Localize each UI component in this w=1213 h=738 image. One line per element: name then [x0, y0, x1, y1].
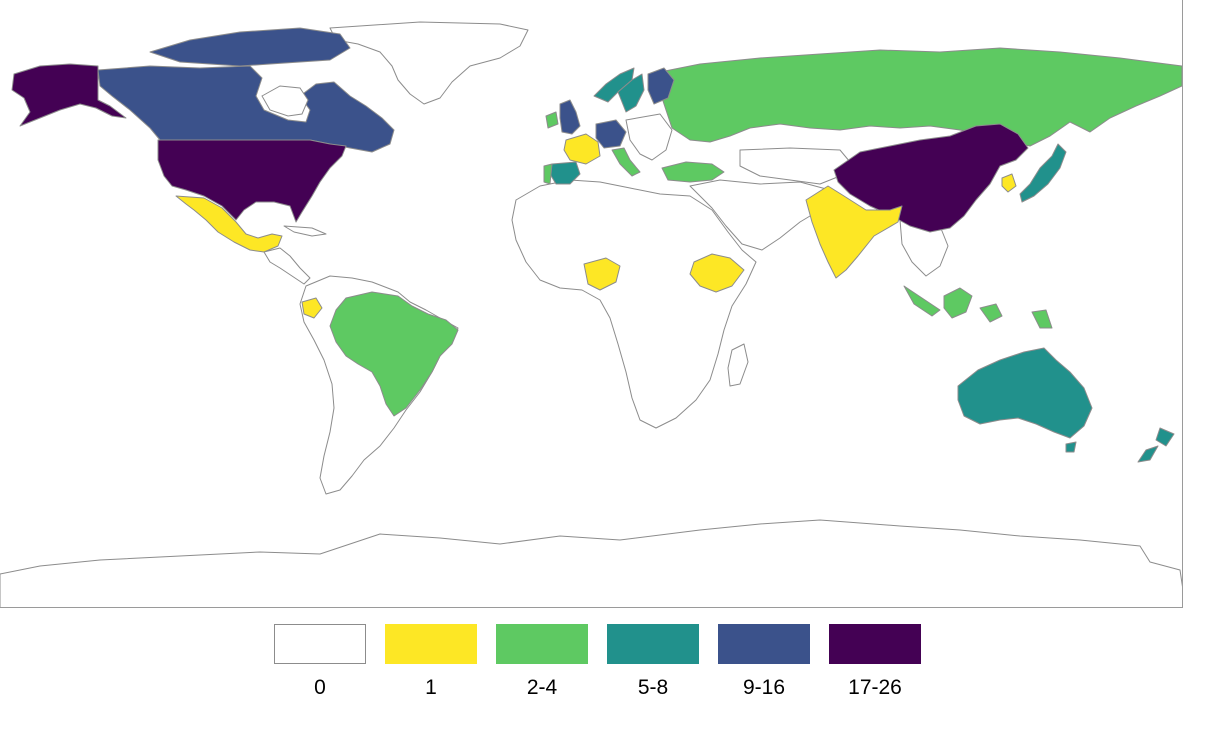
region-tasmania	[1065, 441, 1077, 453]
legend-swatch	[718, 624, 810, 664]
region-finland	[647, 67, 675, 105]
legend-item: 9-16	[718, 624, 810, 700]
legend-swatch	[607, 624, 699, 664]
region-france	[563, 133, 601, 165]
region-caribbean	[283, 225, 327, 237]
region-middle-east	[689, 179, 831, 251]
world-map-svg	[0, 21, 1182, 607]
region-alaska	[11, 63, 127, 127]
hudson-bay	[261, 85, 309, 117]
legend-item: 2-4	[496, 624, 588, 700]
legend: 0 1 2-4 5-8 9-16 17-26	[274, 624, 921, 704]
region-australia	[957, 347, 1093, 439]
legend-item: 1	[385, 624, 477, 700]
region-antarctica	[0, 519, 1182, 607]
region-mexico	[175, 195, 283, 253]
region-india	[805, 185, 903, 279]
region-japan	[1019, 143, 1067, 203]
region-russia	[659, 47, 1182, 147]
legend-item: 5-8	[607, 624, 699, 700]
region-new-zealand	[1137, 427, 1175, 463]
region-europe-other	[625, 113, 673, 161]
region-greenland	[329, 21, 529, 105]
region-nigeria	[583, 257, 621, 291]
legend-label: 9-16	[742, 676, 786, 699]
region-central-asia	[739, 147, 851, 185]
region-canada-islands	[149, 27, 351, 67]
world-map	[0, 0, 1183, 608]
region-indonesia	[903, 285, 1053, 329]
legend-label: 1	[425, 676, 437, 699]
region-madagascar	[727, 343, 749, 387]
region-italy	[611, 147, 641, 177]
region-brazil	[329, 291, 459, 417]
legend-swatch	[274, 624, 366, 664]
region-ethiopia	[689, 253, 745, 293]
legend-swatch	[496, 624, 588, 664]
legend-label: 2-4	[526, 676, 558, 699]
legend-label: 17-26	[848, 676, 902, 699]
legend-swatch	[829, 624, 921, 664]
region-germany	[595, 119, 627, 149]
region-africa	[511, 179, 757, 429]
region-south-korea	[1001, 173, 1017, 193]
legend-swatch	[385, 624, 477, 664]
legend-item: 0	[274, 624, 366, 700]
legend-label: 0	[314, 676, 326, 699]
legend-label: 5-8	[637, 676, 669, 699]
region-turkey	[661, 161, 725, 183]
region-united-kingdom	[559, 99, 581, 135]
region-sweden	[617, 73, 645, 113]
legend-item: 17-26	[829, 624, 921, 700]
region-norway	[593, 67, 635, 103]
region-portugal	[543, 163, 553, 185]
region-ireland	[545, 111, 559, 129]
region-canada	[97, 65, 395, 153]
region-central-america	[263, 247, 311, 285]
region-united-states	[157, 139, 347, 223]
region-ecuador	[301, 297, 323, 319]
